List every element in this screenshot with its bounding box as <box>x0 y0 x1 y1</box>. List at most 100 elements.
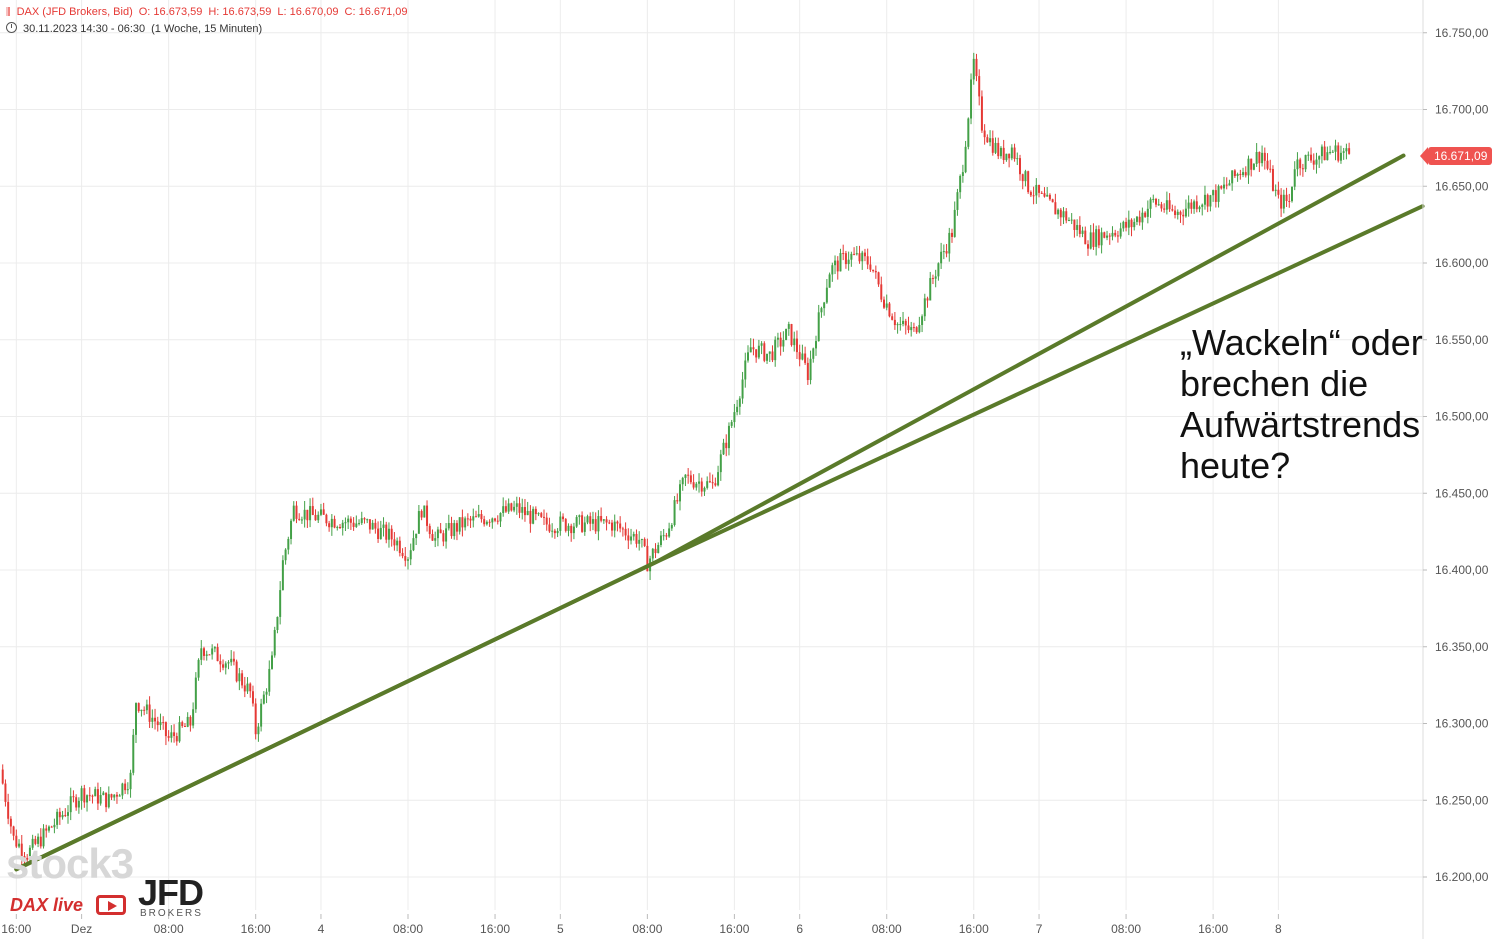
candle-body <box>706 481 709 488</box>
candle-body <box>72 796 75 798</box>
candle-body <box>183 725 186 727</box>
x-tick-label: 16:00 <box>480 922 510 936</box>
candle-body <box>219 661 222 665</box>
candle-body <box>1310 154 1313 161</box>
candle-body <box>951 232 953 237</box>
x-tick-label: 8 <box>1275 922 1282 936</box>
candle-body <box>173 732 176 737</box>
candle-body <box>1084 230 1087 245</box>
brokers-label: BROKERS <box>140 908 203 919</box>
candle-body <box>518 503 521 513</box>
candle-body <box>999 147 1002 157</box>
candle-body <box>434 538 437 541</box>
candle-body <box>559 516 562 531</box>
candle-body <box>1070 219 1073 221</box>
candle-body <box>1103 232 1106 238</box>
candle-body <box>447 523 450 529</box>
candle-body <box>88 795 91 797</box>
candle-body <box>1182 214 1185 217</box>
candle-body <box>738 398 741 407</box>
candle-body <box>121 783 124 796</box>
candle-body <box>1024 171 1027 182</box>
candle-body <box>504 506 507 512</box>
candle-body <box>624 528 627 536</box>
candle-body <box>1029 192 1032 196</box>
candle-body <box>455 523 458 532</box>
candle-body <box>69 796 72 813</box>
candle-body <box>1144 212 1147 217</box>
candle-body <box>1179 211 1182 215</box>
candle-body <box>194 677 197 710</box>
trendlines <box>14 153 1425 872</box>
candle-body <box>980 96 983 131</box>
candle-body <box>428 525 431 535</box>
candle-body <box>404 556 407 561</box>
candle-body <box>1078 225 1081 234</box>
candle-body <box>1348 148 1351 154</box>
candle-body <box>50 826 53 828</box>
candle-body <box>496 520 499 522</box>
candle-body <box>551 530 554 532</box>
candle-body <box>412 538 415 551</box>
x-tick-label: 08:00 <box>393 922 423 936</box>
candle-body <box>341 522 344 529</box>
candle-body <box>1032 195 1035 197</box>
candle-body <box>1233 170 1236 177</box>
candle-body <box>725 442 728 449</box>
candle-body <box>170 732 173 738</box>
candle-body <box>303 509 306 520</box>
candle-body <box>393 539 396 546</box>
candle-body <box>1209 195 1212 207</box>
candle-body <box>396 540 399 546</box>
candle-body <box>768 351 771 354</box>
candle-body <box>1223 184 1225 189</box>
candle-body <box>366 519 369 521</box>
candle-body <box>790 324 793 346</box>
x-tick-label: 08:00 <box>872 922 902 936</box>
y-tick-label: 16.250,00 <box>1435 793 1489 807</box>
candle-body <box>494 518 497 521</box>
candle-body <box>1097 229 1100 246</box>
x-tick-label: 16:00 <box>1 922 31 936</box>
candle-body <box>684 474 687 478</box>
candle-body <box>774 339 777 361</box>
candle-body <box>311 506 314 515</box>
candle-body <box>1016 158 1019 160</box>
candle-body <box>1291 186 1293 202</box>
candle-body <box>1073 219 1076 230</box>
close-value: C: 16.671,09 <box>344 6 408 18</box>
candle-body <box>1171 209 1174 211</box>
candle-body <box>1149 199 1152 209</box>
candle-body <box>657 545 660 554</box>
candle-body <box>785 328 788 340</box>
candle-body <box>855 253 858 255</box>
candle-body <box>401 552 404 557</box>
candle-body <box>747 352 749 361</box>
candle-body <box>208 654 211 656</box>
candle-body <box>983 130 986 138</box>
candle-body <box>907 325 910 331</box>
candle-body <box>880 284 883 300</box>
candle-body <box>167 736 170 738</box>
candle-body <box>1019 158 1021 175</box>
candle-body <box>175 736 178 742</box>
candle-body <box>192 709 195 726</box>
candle-body <box>1111 232 1114 237</box>
high-value: H: 16.673,59 <box>208 6 272 18</box>
candle-body <box>755 349 758 358</box>
candle-body <box>284 549 287 561</box>
candle-body <box>513 506 516 511</box>
trendline-flat <box>14 204 1425 872</box>
clock-icon <box>6 22 17 33</box>
candle-body <box>339 526 341 529</box>
candle-body <box>243 685 246 692</box>
candle-body <box>64 814 67 816</box>
y-tick-label: 16.700,00 <box>1435 103 1489 117</box>
candle-body <box>779 337 782 347</box>
candle-body <box>1329 151 1332 153</box>
candle-body <box>877 272 880 285</box>
candle-body <box>926 298 929 301</box>
candle-body <box>616 521 619 524</box>
candle-body <box>771 351 774 361</box>
